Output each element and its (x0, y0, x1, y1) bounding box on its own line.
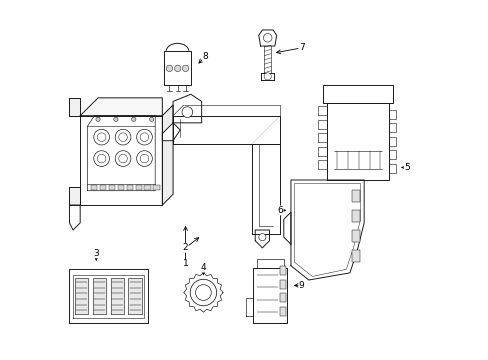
Polygon shape (75, 278, 88, 314)
Polygon shape (317, 147, 326, 156)
Circle shape (114, 117, 118, 121)
Circle shape (182, 65, 188, 72)
Polygon shape (388, 164, 395, 173)
Polygon shape (261, 73, 274, 80)
Circle shape (136, 129, 152, 145)
Polygon shape (128, 278, 142, 314)
Circle shape (190, 279, 216, 306)
Polygon shape (69, 187, 80, 205)
Polygon shape (323, 85, 392, 103)
Bar (280, 307, 285, 316)
Polygon shape (110, 278, 124, 314)
Polygon shape (183, 273, 223, 312)
Circle shape (115, 151, 131, 166)
Circle shape (264, 73, 271, 80)
Polygon shape (246, 298, 253, 316)
Text: 7: 7 (298, 43, 304, 52)
Polygon shape (257, 258, 283, 267)
Polygon shape (69, 98, 80, 116)
Circle shape (195, 285, 211, 300)
Text: 9: 9 (298, 281, 304, 290)
Bar (108, 185, 115, 190)
Polygon shape (69, 205, 80, 230)
Polygon shape (388, 150, 395, 159)
Bar (135, 185, 142, 190)
Polygon shape (317, 106, 326, 115)
Polygon shape (388, 137, 395, 146)
Bar (126, 185, 133, 190)
Text: 4: 4 (200, 263, 206, 272)
Circle shape (94, 129, 109, 145)
Text: 1: 1 (183, 260, 188, 269)
Polygon shape (317, 120, 326, 129)
Circle shape (115, 129, 131, 145)
Bar (118, 185, 124, 190)
Bar (144, 185, 151, 190)
Circle shape (149, 117, 153, 121)
Polygon shape (388, 110, 395, 118)
Bar (91, 185, 97, 190)
Polygon shape (317, 160, 326, 169)
Text: 6: 6 (277, 206, 283, 215)
Text: 3: 3 (93, 249, 99, 258)
Polygon shape (388, 123, 395, 132)
Bar (351, 249, 359, 262)
Polygon shape (162, 105, 173, 205)
Circle shape (131, 117, 136, 121)
Bar (280, 293, 285, 302)
Polygon shape (162, 123, 180, 141)
Polygon shape (80, 98, 162, 116)
Polygon shape (87, 116, 155, 191)
Polygon shape (251, 144, 280, 234)
Polygon shape (251, 116, 280, 144)
Polygon shape (80, 116, 162, 205)
Polygon shape (93, 278, 106, 314)
Circle shape (136, 151, 152, 166)
Circle shape (174, 65, 181, 72)
Polygon shape (290, 180, 364, 280)
Polygon shape (164, 51, 190, 85)
Polygon shape (73, 275, 144, 318)
Polygon shape (317, 133, 326, 142)
Circle shape (96, 117, 100, 121)
Polygon shape (173, 116, 280, 144)
Circle shape (94, 151, 109, 166)
Text: 2: 2 (183, 243, 188, 252)
Bar (280, 280, 285, 289)
Bar (153, 185, 160, 190)
Circle shape (263, 33, 271, 42)
Polygon shape (173, 94, 201, 123)
Bar (280, 266, 285, 275)
Polygon shape (69, 269, 148, 323)
Polygon shape (253, 267, 287, 323)
Circle shape (166, 65, 172, 72)
Polygon shape (326, 103, 388, 180)
Text: 5: 5 (404, 163, 409, 172)
Circle shape (182, 107, 192, 117)
Text: 8: 8 (202, 52, 208, 61)
Polygon shape (258, 30, 276, 46)
Bar (100, 185, 106, 190)
Bar (351, 190, 359, 202)
Bar (351, 210, 359, 222)
Polygon shape (283, 212, 290, 244)
Bar (351, 230, 359, 242)
Circle shape (258, 234, 265, 241)
Polygon shape (255, 230, 269, 248)
